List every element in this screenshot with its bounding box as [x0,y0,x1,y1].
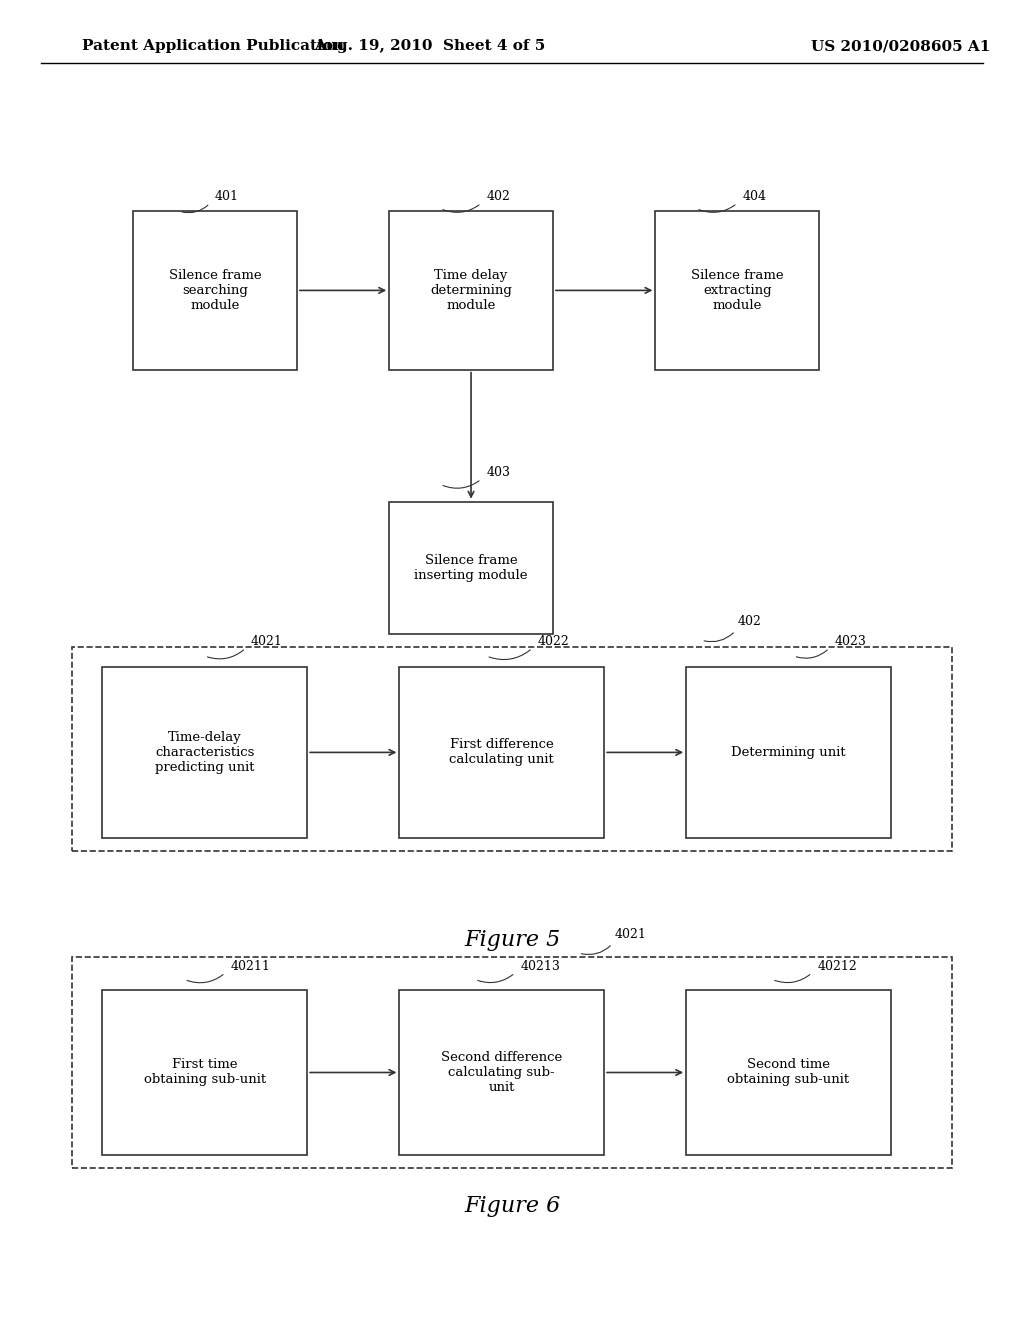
Text: Silence frame
extracting
module: Silence frame extracting module [691,269,783,312]
FancyBboxPatch shape [133,211,297,370]
Text: Determining unit: Determining unit [731,746,846,759]
Text: 40211: 40211 [230,960,270,973]
Text: 40213: 40213 [520,960,560,973]
Text: 4021: 4021 [251,635,283,648]
Text: Time-delay
characteristics
predicting unit: Time-delay characteristics predicting un… [155,731,255,774]
FancyBboxPatch shape [399,990,604,1155]
Text: Patent Application Publication: Patent Application Publication [82,40,344,53]
Text: 40212: 40212 [817,960,857,973]
Text: 403: 403 [486,466,510,479]
Text: 402: 402 [486,190,510,203]
Text: Figure 4: Figure 4 [464,653,560,675]
Text: Aug. 19, 2010  Sheet 4 of 5: Aug. 19, 2010 Sheet 4 of 5 [314,40,546,53]
Text: Silence frame
searching
module: Silence frame searching module [169,269,261,312]
Text: 402: 402 [737,615,761,628]
Text: 401: 401 [215,190,239,203]
Text: Second difference
calculating sub-
unit: Second difference calculating sub- unit [441,1051,562,1094]
FancyBboxPatch shape [655,211,819,370]
Text: 404: 404 [742,190,766,203]
FancyBboxPatch shape [72,957,952,1168]
Text: 4022: 4022 [538,635,569,648]
Text: Second time
obtaining sub-unit: Second time obtaining sub-unit [727,1059,850,1086]
FancyBboxPatch shape [686,667,891,838]
FancyBboxPatch shape [399,667,604,838]
FancyBboxPatch shape [389,211,553,370]
Text: First difference
calculating unit: First difference calculating unit [450,738,554,767]
FancyBboxPatch shape [686,990,891,1155]
Text: First time
obtaining sub-unit: First time obtaining sub-unit [143,1059,266,1086]
Text: Silence frame
inserting module: Silence frame inserting module [415,553,527,582]
Text: US 2010/0208605 A1: US 2010/0208605 A1 [811,40,991,53]
Text: Figure 5: Figure 5 [464,929,560,950]
FancyBboxPatch shape [102,667,307,838]
Text: 4021: 4021 [614,928,646,941]
FancyBboxPatch shape [389,502,553,634]
Text: Figure 6: Figure 6 [464,1196,560,1217]
Text: Time delay
determining
module: Time delay determining module [430,269,512,312]
FancyBboxPatch shape [72,647,952,851]
Text: 4023: 4023 [835,635,866,648]
FancyBboxPatch shape [102,990,307,1155]
